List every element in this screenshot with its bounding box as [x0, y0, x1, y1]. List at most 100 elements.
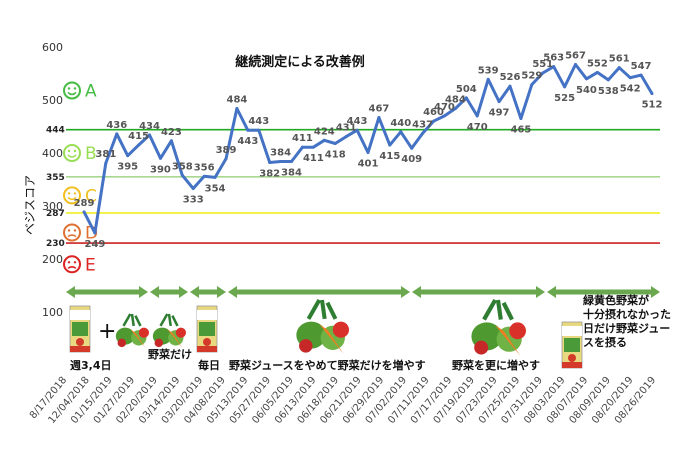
- phase-arrow: [547, 286, 660, 298]
- data-point: [126, 154, 130, 158]
- data-point: [104, 161, 108, 165]
- data-label: 436: [106, 120, 127, 131]
- data-point: [115, 132, 119, 136]
- data-point: [530, 83, 534, 87]
- data-point: [639, 73, 643, 77]
- data-label: 484: [445, 94, 466, 105]
- reference-line-label: 444: [46, 126, 65, 136]
- data-point: [508, 84, 512, 88]
- plus-icon: +: [98, 319, 116, 344]
- data-label: 440: [390, 118, 411, 129]
- phase-label: 毎日: [198, 358, 220, 372]
- data-point: [388, 143, 392, 147]
- data-label: 356: [194, 162, 215, 173]
- data-point: [268, 161, 272, 165]
- phase-arrow: [150, 286, 188, 298]
- data-point: [82, 210, 86, 214]
- y-tick-label: 600: [42, 41, 63, 54]
- grade-letter: C: [85, 186, 97, 206]
- phase-label: 野菜を更に増やす: [452, 358, 540, 372]
- data-label: 504: [456, 84, 477, 95]
- data-label: 423: [161, 127, 182, 138]
- data-point: [355, 128, 359, 132]
- grade-face-icon: [63, 223, 81, 242]
- data-label: 411: [303, 153, 324, 164]
- data-point: [486, 77, 490, 81]
- vegetable-bundle-icon: [115, 313, 149, 348]
- vegetable-juice-carton-icon: [561, 321, 583, 369]
- data-point: [333, 141, 337, 145]
- vegetable-juice-carton-icon: [196, 305, 218, 353]
- grade-face-icon: [63, 81, 81, 100]
- data-point: [541, 71, 545, 75]
- grade-letter: B: [85, 144, 97, 164]
- data-label: 563: [543, 53, 564, 64]
- phase-label: 緑黄色野菜が十分摂れなかった日だけ野菜ジュースを摂る: [583, 293, 671, 349]
- data-point: [366, 150, 370, 154]
- reference-line-label: 230: [46, 239, 65, 249]
- phase-arrow: [412, 286, 545, 298]
- data-label: 547: [631, 61, 652, 72]
- data-point: [399, 130, 403, 134]
- data-label: 467: [368, 103, 389, 114]
- data-label: 418: [325, 149, 346, 160]
- grade-face-icon: [63, 144, 81, 162]
- y-tick-label: 400: [42, 147, 63, 160]
- data-label: 424: [314, 126, 335, 137]
- data-label: 381: [95, 149, 116, 160]
- data-label: 538: [598, 86, 619, 97]
- data-point: [617, 66, 621, 70]
- y-axis-label: ベジスコア: [23, 175, 37, 235]
- data-point: [158, 156, 162, 160]
- data-label: 437: [412, 119, 433, 130]
- data-label: 249: [84, 239, 105, 250]
- data-label: 333: [183, 195, 204, 206]
- data-label: 389: [216, 145, 237, 156]
- data-label: 434: [139, 121, 160, 132]
- phase-arrow: [66, 286, 148, 298]
- data-label: 443: [237, 136, 258, 147]
- data-point: [311, 145, 315, 149]
- y-tick-label: 200: [42, 253, 63, 266]
- data-point: [169, 139, 173, 143]
- data-label: 561: [609, 54, 630, 65]
- reference-line-label: 355: [46, 173, 65, 183]
- data-point: [584, 77, 588, 81]
- data-label: 390: [150, 164, 171, 175]
- data-point: [563, 85, 567, 89]
- reference-line-label: 287: [46, 209, 65, 219]
- phase-label: 野菜ジュースをやめて野菜だけを増やす: [229, 358, 426, 372]
- data-point: [148, 133, 152, 137]
- data-label: 460: [423, 107, 444, 118]
- data-point: [628, 76, 632, 80]
- data-point: [137, 143, 141, 147]
- data-label: 525: [554, 93, 575, 104]
- data-point: [322, 138, 326, 142]
- phase-arrow: [228, 286, 410, 298]
- data-point: [453, 106, 457, 110]
- data-point: [279, 159, 283, 163]
- data-point: [475, 114, 479, 118]
- vegetable-bundle-icon: [152, 313, 186, 348]
- data-label: 395: [117, 162, 138, 173]
- data-label: 401: [358, 158, 379, 169]
- data-point: [180, 173, 184, 177]
- data-point: [300, 145, 304, 149]
- data-point: [497, 100, 501, 104]
- data-label: 465: [510, 125, 531, 136]
- data-point: [246, 128, 250, 132]
- data-point: [257, 128, 261, 132]
- data-label: 529: [521, 71, 542, 82]
- data-point: [290, 159, 294, 163]
- data-label: 470: [467, 122, 488, 133]
- data-point: [421, 131, 425, 135]
- series-line: [82, 63, 654, 235]
- phase-arrow: [190, 286, 226, 298]
- data-label: 551: [532, 59, 553, 70]
- data-label: 384: [270, 147, 291, 158]
- y-tick-label: 500: [42, 94, 63, 107]
- data-point: [606, 78, 610, 82]
- data-label: 443: [347, 116, 368, 127]
- vegetable-bundle-icon: [471, 298, 526, 356]
